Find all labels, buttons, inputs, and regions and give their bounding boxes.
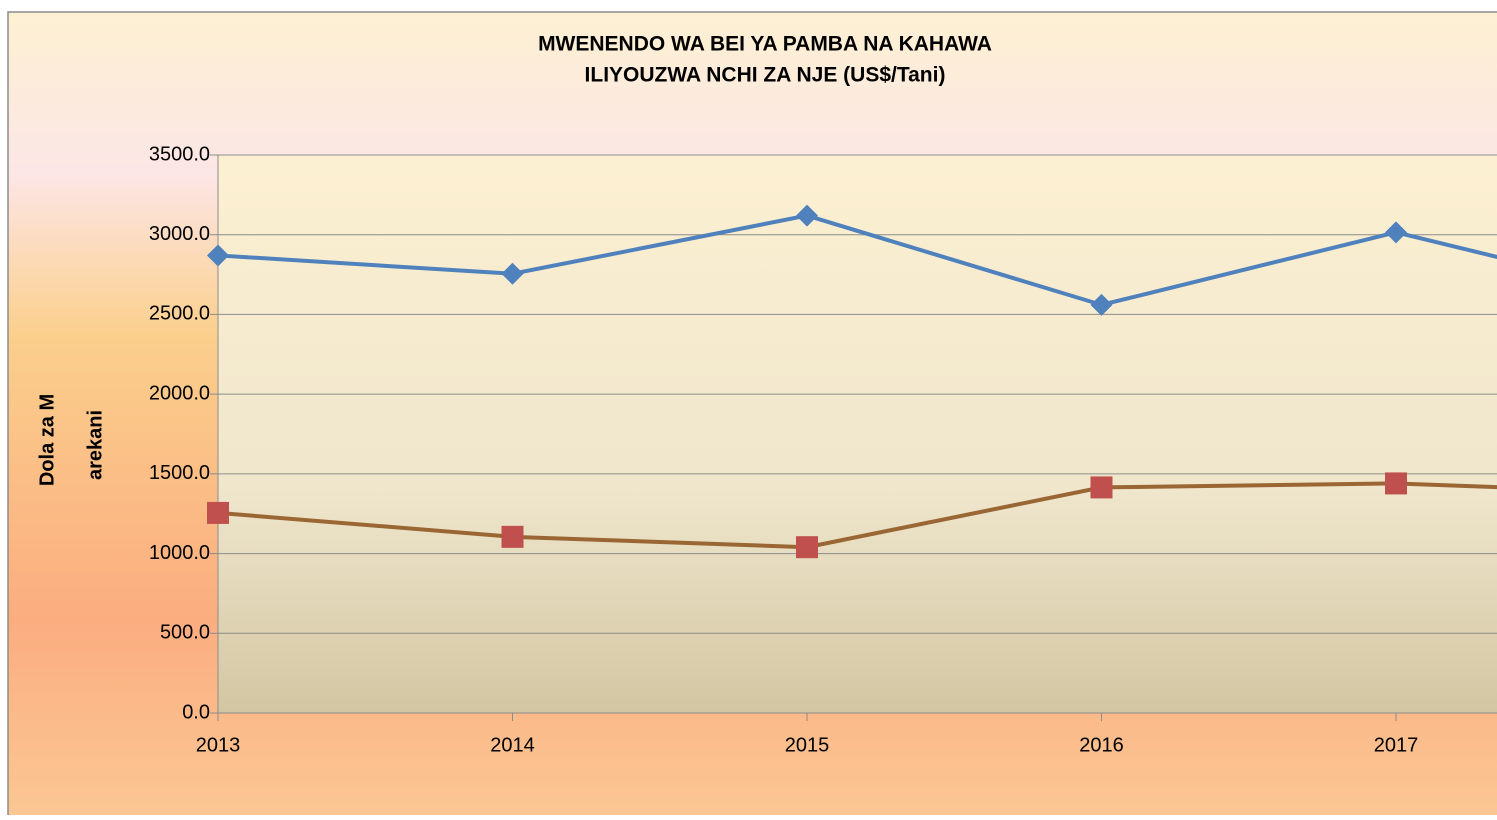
x-tick-label: 2013 <box>196 734 241 756</box>
y-tick-label: 0.0 <box>182 701 210 723</box>
y-tick-label: 3000.0 <box>149 223 210 245</box>
y-tick-label: 2000.0 <box>149 382 210 404</box>
y-tick-label: 2500.0 <box>149 303 210 325</box>
marker <box>1385 472 1407 495</box>
plot-area <box>218 155 1497 713</box>
y-tick-label: 3500.0 <box>149 143 210 165</box>
y-tick-label: 1000.0 <box>149 542 210 564</box>
marker <box>1385 221 1407 244</box>
x-tick-label: 2015 <box>785 734 830 756</box>
chart-title: ILIYOUZWA NCHI ZA NJE (US$/Tani) <box>585 64 946 87</box>
x-tick-label: 2016 <box>1079 734 1124 756</box>
y-axis-label: arekani <box>84 410 106 480</box>
y-axis-label: Dola za M <box>36 394 58 486</box>
x-tick-label: 2017 <box>1374 734 1419 756</box>
marker <box>1090 293 1113 316</box>
y-tick-label: 1500.0 <box>149 462 210 484</box>
y-tick-label: 500.0 <box>160 622 210 644</box>
marker <box>796 204 818 227</box>
marker <box>501 525 524 548</box>
chart-title: MWENENDO WA BEI YA PAMBA NA KAHAWA <box>538 33 992 56</box>
x-tick-label: 2014 <box>490 734 535 756</box>
marker <box>207 501 229 524</box>
marker <box>796 536 818 559</box>
series-line <box>217 213 1497 307</box>
marker <box>207 244 229 267</box>
marker <box>501 262 524 285</box>
series-line <box>217 481 1497 550</box>
marker <box>1090 476 1113 499</box>
